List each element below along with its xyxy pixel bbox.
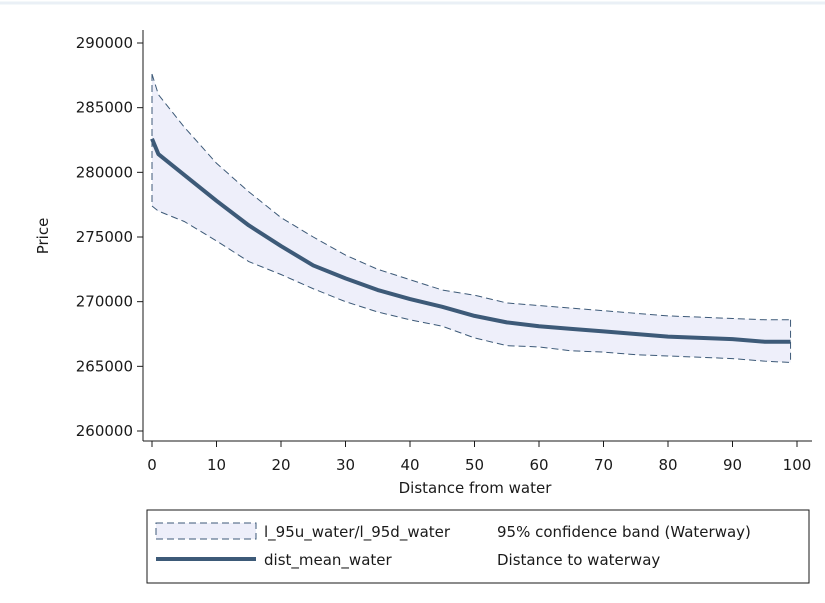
legend: l_95u_water/l_95d_water 95% confidence b… <box>146 509 810 584</box>
lower-bound-line <box>151 205 791 363</box>
legend-line-name: dist_mean_water <box>264 551 392 570</box>
x-axis-ticks: 0 10 20 30 40 50 60 70 80 90 100 <box>147 441 811 474</box>
x-tick-label-7: 70 <box>594 456 613 474</box>
legend-box <box>146 509 810 584</box>
y-tick-label-2: 270000 <box>76 293 133 311</box>
mean-line-layer <box>150 137 791 344</box>
y-tick-label-6: 290000 <box>76 34 133 52</box>
y-axis-title: Price <box>34 218 52 255</box>
legend-band-swatch <box>155 522 257 540</box>
x-tick-label-10: 100 <box>783 456 812 474</box>
y-axis-ticks: 260000 265000 270000 275000 280000 285000 2900… <box>76 34 143 440</box>
x-tick-label-5: 50 <box>465 456 484 474</box>
x-tick-label-9: 90 <box>723 456 742 474</box>
x-tick-label-3: 30 <box>336 456 355 474</box>
upper-bound-line <box>151 73 791 321</box>
x-tick-label-0: 0 <box>147 456 157 474</box>
y-tick-label-3: 275000 <box>76 228 133 246</box>
x-tick-label-6: 60 <box>529 456 548 474</box>
confidence-band-fill <box>152 74 791 363</box>
x-axis-title: Distance from water <box>399 479 553 497</box>
x-tick-label-4: 40 <box>400 456 419 474</box>
y-tick-label-5: 285000 <box>76 99 133 117</box>
confidence-band-layer <box>151 73 792 363</box>
mean-price-line <box>150 137 791 344</box>
y-tick-label-0: 260000 <box>76 422 133 440</box>
legend-band-description: 95% confidence band (Waterway) <box>497 523 751 541</box>
x-tick-label-2: 20 <box>271 456 290 474</box>
x-tick-label-1: 10 <box>207 456 226 474</box>
x-tick-label-8: 80 <box>658 456 677 474</box>
legend-band-name: l_95u_water/l_95d_water <box>264 523 451 542</box>
legend-line-description: Distance to waterway <box>497 551 660 569</box>
y-tick-label-1: 265000 <box>76 357 133 375</box>
y-tick-label-4: 280000 <box>76 163 133 181</box>
